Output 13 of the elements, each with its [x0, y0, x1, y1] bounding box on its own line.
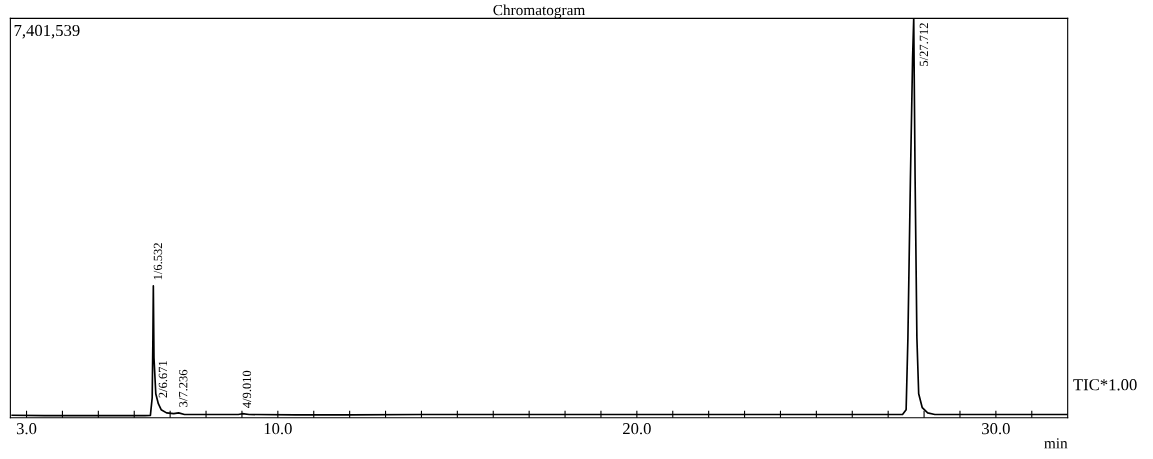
chart-title: Chromatogram	[493, 4, 586, 19]
x-axis-title: min	[1044, 438, 1068, 449]
x-tick-label: 3.0	[16, 423, 37, 435]
text: TIC*1.00	[1073, 379, 1137, 391]
annotation: 1/6.532	[153, 243, 163, 280]
x-tick-label: 30.0	[982, 423, 1010, 435]
annotation: 2/6.671	[158, 361, 168, 398]
annotation: 7,401,539	[14, 24, 80, 39]
annotation: 5/27.712	[919, 23, 929, 66]
x-tick-label: 10.0	[264, 423, 292, 435]
annotation: 3/7.236	[179, 369, 188, 407]
annotation: 4/9.010	[242, 370, 252, 408]
x-tick-label: 20.0	[623, 423, 651, 435]
